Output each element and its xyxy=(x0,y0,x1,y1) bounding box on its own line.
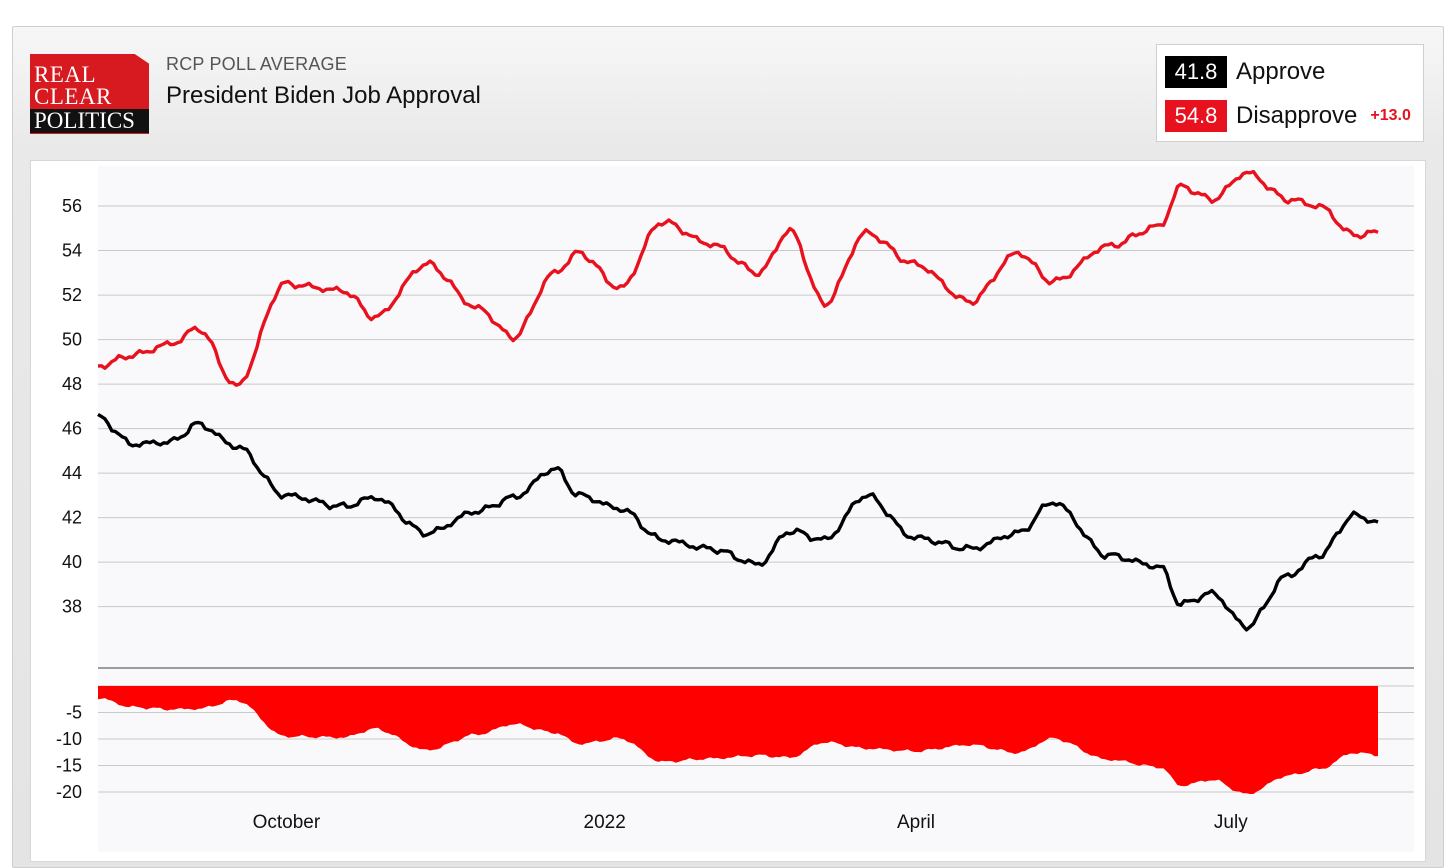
spread-y-tick-label: -20 xyxy=(56,782,82,802)
logo-line-politics: POLITICS xyxy=(30,109,149,133)
legend: 41.8 Approve 54.8 Disapprove +13.0 xyxy=(1156,44,1424,142)
y-tick-label: 38 xyxy=(62,597,82,617)
chart-title: President Biden Job Approval xyxy=(166,82,481,109)
x-tick-label: October xyxy=(253,812,321,833)
logo-line-real: REAL xyxy=(34,62,97,87)
x-tick-label: July xyxy=(1214,812,1248,833)
spread-y-tick-label: -10 xyxy=(56,729,82,749)
approve-value-badge: 41.8 xyxy=(1165,56,1227,88)
spread-y-tick-label: -5 xyxy=(66,703,82,723)
series-line-disapprove xyxy=(97,169,1379,387)
x-tick-label: April xyxy=(897,812,935,833)
y-tick-label: 50 xyxy=(62,330,82,350)
y-tick-label: 46 xyxy=(62,419,82,439)
series-line-approve xyxy=(97,412,1379,632)
y-tick-label: 42 xyxy=(62,508,82,528)
chart-subtitle: RCP POLL AVERAGE xyxy=(166,54,347,74)
y-tick-label: 56 xyxy=(62,196,82,216)
approve-label: Approve xyxy=(1236,58,1326,85)
disapprove-label: Disapprove xyxy=(1236,102,1358,129)
legend-approve: 41.8 Approve xyxy=(1165,56,1325,88)
legend-disapprove: 54.8 Disapprove +13.0 xyxy=(1165,100,1411,132)
y-tick-label: 44 xyxy=(62,463,82,483)
spread-area xyxy=(98,686,1378,794)
y-tick-label: 52 xyxy=(62,285,82,305)
logo-line-clear: CLEAR xyxy=(34,84,112,109)
y-tick-label: 54 xyxy=(62,241,82,261)
rcp-logo[interactable]: REAL CLEAR POLITICS xyxy=(30,54,149,134)
x-tick-label: 2022 xyxy=(584,812,626,833)
spread-y-tick-label: -15 xyxy=(56,756,82,776)
spread-margin: +13.0 xyxy=(1370,107,1411,124)
y-tick-label: 40 xyxy=(62,552,82,572)
y-tick-label: 48 xyxy=(62,374,82,394)
disapprove-value-badge: 54.8 xyxy=(1165,100,1227,132)
